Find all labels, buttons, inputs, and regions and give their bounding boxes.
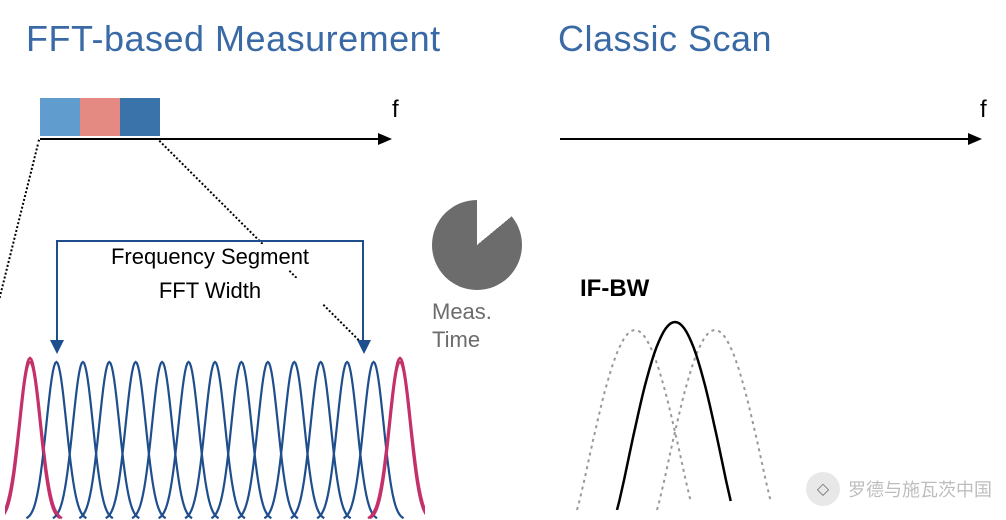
meas-time-label: Meas. Time: [432, 298, 492, 353]
ifbw-curves: [555, 310, 815, 510]
segment-label: Frequency Segment: [60, 244, 360, 270]
left-title: FFT-based Measurement: [26, 18, 441, 60]
meas-label-line1: Meas.: [432, 299, 492, 324]
right-title: Classic Scan: [558, 18, 772, 60]
watermark: ◇ 罗德与施瓦茨中国: [806, 472, 992, 506]
left-axis-label: f: [392, 96, 399, 124]
segment-block: [40, 98, 80, 136]
right-axis-line: [560, 138, 970, 140]
segment-block: [80, 98, 120, 136]
fft-width-label: FFT Width: [60, 278, 360, 304]
meas-time-pie: [432, 200, 522, 290]
left-axis-line: [40, 138, 380, 140]
right-axis-arrow: [968, 133, 982, 145]
ifbw-label: IF-BW: [580, 275, 649, 303]
left-axis-arrow: [378, 133, 392, 145]
right-axis-label: f: [980, 96, 987, 124]
watermark-icon: ◇: [806, 472, 840, 506]
fft-curves: [5, 340, 425, 520]
zoom-line-left: [0, 140, 40, 349]
watermark-text: 罗德与施瓦茨中国: [848, 476, 992, 502]
meas-label-line2: Time: [432, 327, 480, 352]
segment-block: [120, 98, 160, 136]
